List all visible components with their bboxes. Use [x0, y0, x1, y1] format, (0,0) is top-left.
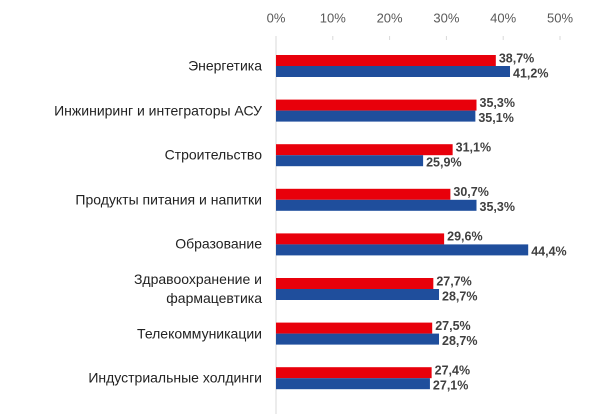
value-label: 27,4% [435, 363, 470, 377]
value-label: 35,3% [480, 200, 515, 214]
bar [276, 55, 496, 66]
bar [276, 66, 511, 77]
value-label: 38,7% [499, 51, 534, 65]
value-label: 29,6% [447, 230, 482, 244]
bar [276, 367, 432, 379]
value-label: 41,2% [513, 66, 548, 80]
category-label: Телекоммуникации [137, 325, 262, 342]
bar [276, 289, 440, 300]
value-label: 31,1% [456, 140, 491, 154]
x-tick-label: 50% [547, 10, 573, 25]
x-tick-label: 40% [490, 10, 516, 25]
category-label: Продукты питания и напитки [75, 191, 262, 208]
bar [276, 99, 477, 111]
bar [276, 199, 477, 211]
bar [276, 278, 434, 289]
category-label: Образование [175, 235, 262, 252]
category-label: Инжиниринг и интеграторы АСУ [54, 102, 262, 119]
value-label: 25,9% [426, 155, 461, 169]
bar [276, 110, 476, 122]
category-label: Индустриальные холдинги [88, 369, 262, 386]
x-tick-label: 10% [320, 10, 346, 25]
category-label: Строительство [164, 146, 262, 163]
bar [276, 378, 430, 390]
category-label: Здравоохранение и фармацевтика [133, 271, 262, 306]
x-tick-label: 0% [267, 10, 286, 25]
bar [276, 155, 424, 167]
value-label: 35,1% [478, 111, 513, 125]
value-label: 30,7% [453, 185, 488, 199]
value-label: 27,7% [436, 274, 471, 288]
bar [276, 233, 445, 245]
value-label: 28,7% [442, 289, 477, 303]
bar [276, 322, 433, 334]
value-label: 27,1% [433, 378, 468, 392]
bar [276, 244, 529, 256]
value-label: 44,4% [531, 245, 566, 259]
x-tick-label: 20% [377, 10, 403, 25]
bar [276, 188, 451, 200]
category-label: Энергетика [188, 57, 262, 74]
x-tick-label: 30% [433, 10, 459, 25]
value-label: 27,5% [435, 319, 470, 333]
bar [276, 144, 453, 156]
value-label: 28,7% [442, 334, 477, 348]
value-label: 35,3% [480, 96, 515, 110]
bar [276, 333, 440, 345]
